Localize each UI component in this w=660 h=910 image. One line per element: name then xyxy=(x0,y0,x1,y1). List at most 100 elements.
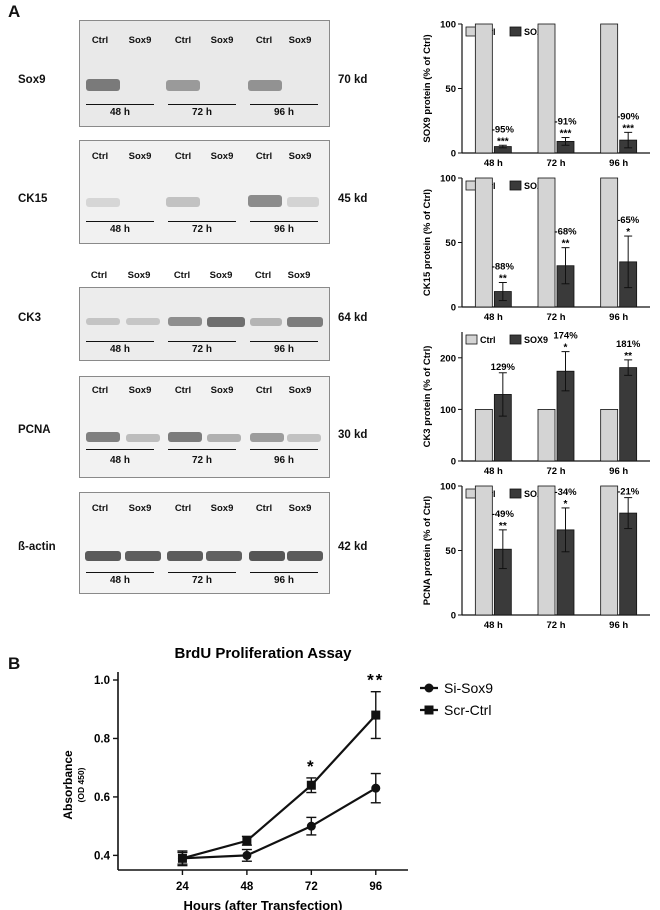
blot-band xyxy=(248,195,282,207)
blot-band xyxy=(287,197,319,207)
y-axis-label: CK15 protein (% of Ctrl) xyxy=(422,189,433,296)
x-tick-label: 96 h xyxy=(609,620,628,631)
blot-protein-label: CK15 xyxy=(18,193,48,205)
series-line-scr-ctrl xyxy=(182,714,377,860)
lane-label: Ctrl xyxy=(254,270,272,281)
y-axis-label: SOX9 protein (% of Ctrl) xyxy=(422,34,433,142)
lane-label: Sox9 xyxy=(210,35,234,46)
blot-band xyxy=(86,79,120,91)
panel-a-label: A xyxy=(8,2,21,21)
western-blot-beta-actin: Ctrl Sox9 Ctrl Sox9 Ctrl Sox9 48 h 72 h … xyxy=(79,492,330,594)
blot-band xyxy=(207,434,241,442)
legend-swatch-sox9 xyxy=(509,180,522,191)
lane-label: Ctrl xyxy=(255,385,273,396)
lane-label: Ctrl xyxy=(174,503,192,514)
time-label: 72 h xyxy=(191,455,213,466)
significance-label: * xyxy=(626,227,630,238)
blot-band xyxy=(287,317,323,327)
time-label: 72 h xyxy=(191,575,213,586)
lane-label: Sox9 xyxy=(210,503,234,514)
lane-label: Ctrl xyxy=(174,385,192,396)
percent-label: -90% xyxy=(617,111,640,122)
x-tick-label: 72 h xyxy=(546,466,565,477)
lane-label: Ctrl xyxy=(91,503,109,514)
lane-label: Sox9 xyxy=(288,151,312,162)
x-tick-label: 96 xyxy=(369,881,382,893)
blot-size-label: 45 kd xyxy=(338,193,368,205)
data-point-square xyxy=(242,836,252,846)
blot-protein-label: PCNA xyxy=(18,424,51,436)
time-label: 48 h xyxy=(109,107,131,118)
legend-label: Scr-Ctrl xyxy=(444,702,491,718)
lane-label: Sox9 xyxy=(209,270,233,281)
time-label: 48 h xyxy=(109,455,131,466)
x-tick-label: 48 h xyxy=(484,158,503,169)
significance-label: * xyxy=(564,343,568,354)
legend-label: Si-Sox9 xyxy=(444,680,493,696)
lane-label: Sox9 xyxy=(288,35,312,46)
lane-label: Sox9 xyxy=(210,385,234,396)
percent-label: -65% xyxy=(617,215,640,226)
blot-band xyxy=(86,318,120,325)
brdu-line-chart: BrdU Proliferation Assay 0.4 0.6 0.8 1.0 24 48… xyxy=(61,645,493,910)
blot-band xyxy=(86,198,120,207)
blot-band xyxy=(166,197,200,207)
percent-label: -91% xyxy=(554,117,577,128)
bar-ctrl xyxy=(600,177,619,308)
blot-band xyxy=(167,551,203,561)
blot-band xyxy=(168,432,202,442)
bar-ctrl xyxy=(474,409,493,462)
bar-ctrl xyxy=(537,409,556,462)
bar-ctrl xyxy=(474,23,493,154)
percent-label: 174% xyxy=(553,331,578,342)
blot-band xyxy=(125,551,161,561)
percent-label: -68% xyxy=(554,227,577,238)
bar-sox9 xyxy=(619,367,638,462)
lane-label: Ctrl xyxy=(174,151,192,162)
y-tick-label: 0 xyxy=(451,303,456,314)
y-axis-sublabel: (OD 450) xyxy=(76,767,86,802)
x-tick-label: 48 h xyxy=(484,312,503,323)
y-tick-label: 100 xyxy=(440,174,456,185)
y-axis-label: Absorbance xyxy=(61,750,75,820)
significance-label: ** xyxy=(624,351,632,362)
lane-label: Ctrl xyxy=(173,270,191,281)
y-tick-label: 0.4 xyxy=(94,850,111,862)
bar-ctrl xyxy=(474,177,493,308)
data-point-circle xyxy=(306,821,316,831)
legend-swatch-sox9 xyxy=(509,488,522,499)
lane-label: Ctrl xyxy=(174,35,192,46)
blot-size-label: 70 kd xyxy=(338,74,368,86)
time-label: 72 h xyxy=(191,344,213,355)
significance-label: *** xyxy=(622,123,634,134)
bar-ctrl xyxy=(474,485,493,616)
western-blot-pcna: Ctrl Sox9 Ctrl Sox9 Ctrl Sox9 48 h 72 h … xyxy=(79,376,330,478)
lane-label: Sox9 xyxy=(288,503,312,514)
x-tick-label: 24 xyxy=(176,881,189,893)
blot-band xyxy=(85,551,121,561)
legend-swatch-ctrl xyxy=(465,334,478,345)
blot-protein-label: CK3 xyxy=(18,312,42,324)
y-tick-label: 0 xyxy=(451,149,456,160)
x-tick-label: 72 h xyxy=(546,158,565,169)
x-tick-label: 48 xyxy=(240,881,253,893)
percent-label: -34% xyxy=(554,487,577,498)
blot-size-label: 64 kd xyxy=(338,312,368,324)
lane-label: Sox9 xyxy=(128,385,152,396)
legend-label-sox9: SOX9 xyxy=(524,335,548,345)
lane-label: Sox9 xyxy=(128,503,152,514)
y-tick-label: 0.8 xyxy=(94,733,111,745)
x-tick-label: 96 h xyxy=(609,312,628,323)
time-label: 96 h xyxy=(273,344,295,355)
bar-ctrl xyxy=(600,485,619,616)
legend-label-sox9: SOX9 xyxy=(524,181,548,191)
blot-band xyxy=(287,551,323,561)
blot-band xyxy=(248,80,282,91)
significance-label: * xyxy=(307,757,316,776)
data-point-circle xyxy=(371,783,381,793)
data-point-square xyxy=(371,710,381,720)
x-axis-label: Hours (after Transfection) xyxy=(184,898,343,910)
x-tick-label: 96 h xyxy=(609,158,628,169)
